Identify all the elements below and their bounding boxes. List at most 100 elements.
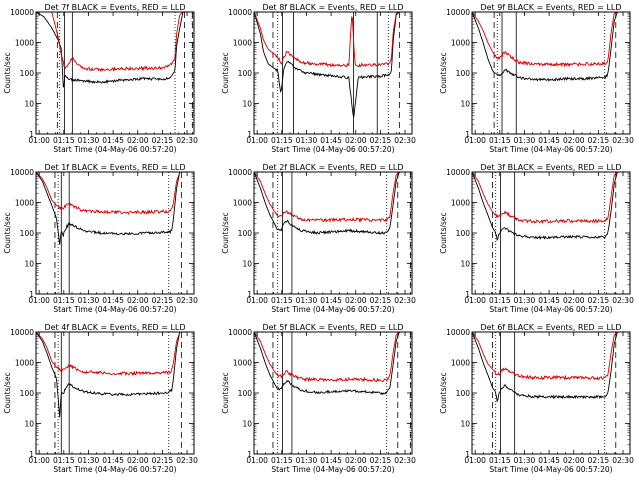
x-tick-label: 01:15	[53, 456, 75, 465]
lld-series-line	[472, 332, 630, 381]
x-tick-label: 02:00	[127, 296, 149, 305]
y-tick-label: 1000	[233, 359, 252, 368]
x-tick-label: 02:00	[345, 136, 367, 145]
panel-title: Det 3f BLACK = Events, RED = LLD	[480, 163, 621, 172]
x-axis-label: Start Time (04-May-06 00:57:20)	[53, 305, 176, 314]
x-axis-label: Start Time (04-May-06 00:57:20)	[489, 465, 612, 474]
y-axis-label: Counts/sec	[439, 52, 448, 93]
y-tick-label: 10	[242, 260, 252, 269]
y-tick-label: 100	[20, 69, 35, 78]
y-tick-label: 100	[20, 229, 35, 238]
lld-series-line	[254, 172, 412, 224]
x-tick-label: 01:45	[102, 296, 124, 305]
x-tick-label: 01:00	[246, 456, 268, 465]
x-tick-label: 02:00	[127, 456, 149, 465]
y-tick-label: 100	[20, 389, 35, 398]
x-tick-label: 01:00	[246, 296, 268, 305]
y-axis-label: Counts/sec	[221, 372, 230, 413]
y-tick-label: 10000	[228, 8, 252, 17]
panel-title: Det 5f BLACK = Events, RED = LLD	[262, 323, 403, 332]
detector-panel-9f: 01:00 01:15 01:30 01:45 02:00 02:15 02:30 1 10 10…	[439, 3, 634, 154]
x-tick-label: 02:30	[612, 136, 634, 145]
y-tick-label: 10000	[10, 8, 34, 17]
y-tick-label: 10000	[10, 328, 34, 337]
events-series-line	[36, 12, 194, 88]
x-tick-label: 01:00	[464, 296, 486, 305]
lld-series-line	[472, 172, 630, 225]
y-tick-label: 1000	[233, 199, 252, 208]
y-tick-label: 1	[465, 290, 470, 299]
y-tick-label: 10	[460, 260, 470, 269]
y-tick-label: 10	[242, 420, 252, 429]
x-tick-label: 01:45	[320, 136, 342, 145]
x-tick-label: 02:15	[152, 456, 174, 465]
detector-panel-3f: 01:00 01:15 01:30 01:45 02:00 02:15 02:30 1 10 10…	[439, 163, 634, 314]
x-tick-label: 02:30	[612, 456, 634, 465]
x-tick-label: 01:45	[538, 296, 560, 305]
x-tick-label: 02:15	[588, 296, 610, 305]
y-tick-label: 1000	[15, 39, 34, 48]
y-axis-label: Counts/sec	[3, 212, 12, 253]
x-axis-label: Start Time (04-May-06 00:57:20)	[53, 465, 176, 474]
x-tick-label: 01:30	[514, 296, 536, 305]
events-series-line	[472, 172, 630, 242]
y-tick-label: 1	[465, 130, 470, 139]
x-tick-label: 01:30	[78, 456, 100, 465]
x-tick-label: 02:00	[563, 296, 585, 305]
y-tick-label: 1	[29, 450, 34, 459]
x-tick-label: 01:45	[538, 136, 560, 145]
x-tick-label: 01:00	[28, 136, 50, 145]
events-series-line	[472, 12, 630, 82]
lld-series-line	[472, 12, 630, 68]
events-series-line	[254, 332, 412, 396]
x-tick-label: 01:15	[53, 136, 75, 145]
panel-title: Det 8f BLACK = Events, RED = LLD	[262, 3, 403, 12]
events-series-line	[472, 332, 630, 403]
lld-series-line	[36, 332, 194, 377]
x-axis-label: Start Time (04-May-06 00:57:20)	[271, 305, 394, 314]
lld-series-line	[36, 12, 194, 72]
y-tick-label: 1000	[15, 359, 34, 368]
y-tick-label: 10	[24, 260, 34, 269]
x-tick-label: 01:00	[28, 456, 50, 465]
y-axis-label: Counts/sec	[3, 372, 12, 413]
x-tick-label: 01:15	[489, 136, 511, 145]
x-tick-label: 02:30	[394, 296, 416, 305]
events-series-line	[254, 172, 412, 235]
events-series-line	[36, 332, 194, 418]
y-tick-label: 1	[247, 290, 252, 299]
y-tick-label: 10	[242, 100, 252, 109]
lld-series-line	[254, 12, 412, 68]
x-tick-label: 01:30	[514, 456, 536, 465]
y-tick-label: 100	[238, 229, 253, 238]
x-tick-label: 01:15	[271, 456, 293, 465]
x-tick-label: 01:45	[102, 456, 124, 465]
panel-title: Det 2f BLACK = Events, RED = LLD	[262, 163, 403, 172]
x-tick-label: 02:30	[176, 296, 198, 305]
detector-panel-8f: 01:00 01:15 01:30 01:45 02:00 02:15 02:30 1 10 10…	[221, 3, 416, 154]
y-tick-label: 10000	[228, 168, 252, 177]
x-tick-label: 02:00	[345, 456, 367, 465]
x-tick-label: 02:15	[370, 136, 392, 145]
panel-title: Det 4f BLACK = Events, RED = LLD	[44, 323, 185, 332]
x-tick-label: 01:00	[464, 456, 486, 465]
y-tick-label: 10000	[228, 328, 252, 337]
x-tick-label: 02:30	[612, 296, 634, 305]
x-tick-label: 01:15	[53, 296, 75, 305]
y-tick-label: 100	[238, 389, 253, 398]
y-tick-label: 10000	[446, 328, 470, 337]
x-tick-label: 02:15	[588, 456, 610, 465]
detector-panel-2f: 01:00 01:15 01:30 01:45 02:00 02:15 02:30 1 10 10…	[221, 163, 416, 314]
x-tick-label: 02:00	[563, 456, 585, 465]
detector-panel-7f: 01:00 01:15 01:30 01:45 02:00 02:15 02:30 1 10 10…	[3, 3, 198, 154]
x-tick-label: 01:15	[489, 456, 511, 465]
y-tick-label: 100	[456, 229, 471, 238]
x-tick-label: 02:30	[394, 136, 416, 145]
y-tick-label: 1000	[233, 39, 252, 48]
y-tick-label: 1000	[451, 39, 470, 48]
x-tick-label: 02:15	[152, 136, 174, 145]
y-axis-label: Counts/sec	[3, 52, 12, 93]
x-tick-label: 01:30	[78, 296, 100, 305]
x-axis-label: Start Time (04-May-06 00:57:20)	[489, 145, 612, 154]
